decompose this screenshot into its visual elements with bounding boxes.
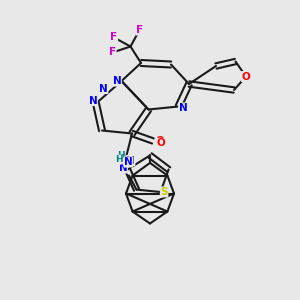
Text: N: N	[88, 95, 98, 106]
Text: N: N	[118, 163, 127, 173]
Text: F: F	[109, 47, 116, 58]
Text: S: S	[160, 187, 168, 197]
Text: N: N	[126, 155, 135, 166]
Text: O: O	[155, 136, 164, 146]
Text: N: N	[178, 103, 188, 113]
Text: O: O	[242, 71, 250, 82]
Text: O: O	[156, 138, 165, 148]
Text: H: H	[115, 155, 122, 164]
Text: N: N	[124, 157, 133, 167]
Text: N: N	[99, 83, 108, 94]
Text: N: N	[112, 76, 122, 86]
Text: F: F	[110, 32, 118, 43]
Text: H: H	[117, 152, 124, 160]
Text: F: F	[136, 25, 143, 35]
